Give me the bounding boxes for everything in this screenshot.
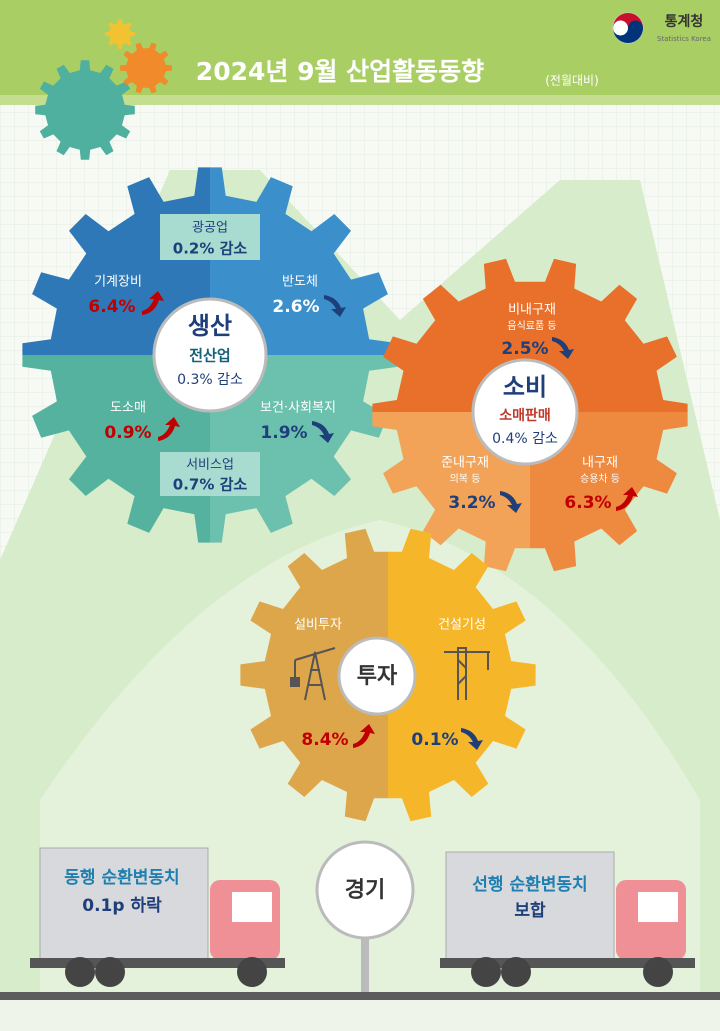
item-value: 보합 [514, 900, 546, 921]
section-title: 투자 [357, 664, 398, 689]
item-label: 비내구재 [508, 303, 556, 318]
header-note: (전월대비) [545, 74, 599, 88]
item-label: 서비스업 [186, 458, 234, 473]
item-value: 2.5% [501, 339, 548, 359]
label-box [160, 452, 260, 496]
truck-right [440, 851, 695, 987]
center-circle [471, 358, 579, 466]
item-value: 8.4% [301, 730, 348, 750]
arrow [142, 291, 164, 315]
item-label: 도소매 [110, 401, 146, 416]
header-gear [35, 60, 135, 160]
item-label: 선행 순환변동치 [472, 875, 587, 895]
ground [0, 1000, 720, 1031]
item-label: 내구재 [582, 456, 618, 471]
sign-pole [361, 930, 369, 992]
arrow [552, 337, 574, 359]
item-value: 0.7% 감소 [173, 476, 248, 494]
item-value: 1.9% [260, 423, 307, 443]
item-label: 기계장비 [94, 275, 142, 290]
truck-left [30, 847, 285, 987]
arrow [500, 491, 522, 513]
consumption-gear [372, 258, 688, 412]
item-label: 설비투자 [294, 618, 342, 633]
item-value: 3.2% [448, 493, 495, 513]
item-value: 0.1% [411, 730, 458, 750]
header-gear [105, 19, 135, 49]
oil-pump-icon [290, 647, 336, 701]
item-label: 보건·사회복지 [260, 401, 336, 416]
arrow [324, 295, 346, 317]
consumption-gear [530, 412, 688, 572]
item-value: 2.6% [272, 297, 319, 317]
logo-subtext: Statistics Korea [657, 35, 711, 43]
section-subtitle: 소매판매 [499, 408, 551, 424]
center-circle [337, 636, 417, 716]
arrow [353, 724, 375, 748]
item-value: 6.4% [88, 297, 135, 317]
item-sub: 승용차 등 [580, 473, 620, 485]
arrow [158, 417, 180, 441]
center-circle [152, 297, 268, 413]
investment-gear [240, 528, 388, 822]
header-gear [120, 42, 172, 94]
item-label: 준내구재 [441, 456, 489, 471]
header-edge [0, 95, 720, 105]
item-sub: 의복 등 [450, 473, 481, 485]
section-summary: 0.3% 감소 [177, 372, 243, 388]
item-label: 건설기성 [438, 618, 486, 633]
item-value: 0.1p 하락 [82, 896, 162, 916]
item-sub: 음식료품 등 [507, 320, 556, 332]
item-value: 0.2% 감소 [173, 240, 248, 258]
header-title: 2024년 9월 산업활동동향 [196, 57, 484, 86]
arrow [461, 728, 483, 750]
logo-blue [613, 20, 643, 43]
item-value: 0.9% [104, 423, 151, 443]
section-subtitle: 전산업 [189, 347, 230, 365]
sign-circle [315, 840, 415, 940]
section-summary: 0.4% 감소 [492, 431, 558, 447]
crane-icon [444, 647, 490, 700]
arrow [616, 487, 638, 511]
section-title: 소비 [503, 373, 547, 401]
item-label: 광공업 [192, 221, 228, 236]
item-label: 반도체 [282, 275, 318, 290]
item-value: 6.3% [564, 493, 611, 513]
road [0, 992, 720, 1000]
section-title: 경기 [345, 878, 385, 903]
investment-gear [388, 528, 536, 822]
section-title: 생산 [188, 312, 232, 340]
item-label: 동행 순환변동치 [64, 868, 179, 888]
label-box [160, 214, 260, 260]
logo-text: 통계청 [665, 14, 704, 30]
arrow [312, 421, 334, 443]
